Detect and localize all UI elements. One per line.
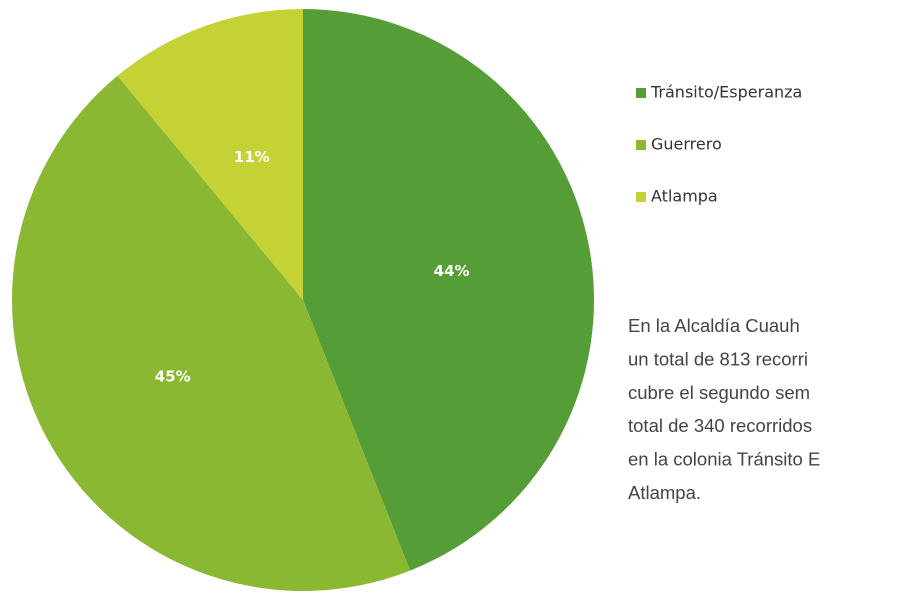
legend-swatch (636, 192, 646, 202)
legend-label: Tránsito/Esperanza (650, 83, 802, 102)
slice-label: 45% (155, 368, 191, 386)
legend-swatch (636, 140, 646, 150)
paragraph-line: en la colonia Tránsito E (628, 449, 820, 470)
legend-swatch (636, 88, 646, 98)
paragraph-line: cubre el segundo sem (628, 382, 810, 403)
pie-slice (303, 9, 595, 571)
slice-label: 11% (234, 148, 270, 166)
pie-slice (12, 75, 411, 591)
paragraph-line: total de 340 recorridos (628, 415, 812, 436)
paragraph-line: un total de 813 recorri (628, 348, 808, 369)
legend-label: Atlampa (651, 187, 718, 206)
slice-label: 44% (434, 262, 470, 280)
paragraph-line: En la Alcaldía Cuauh (628, 315, 800, 336)
paragraph-line: Atlampa. (628, 482, 701, 503)
pie-slice (117, 9, 304, 300)
legend-label: Guerrero (651, 135, 722, 154)
